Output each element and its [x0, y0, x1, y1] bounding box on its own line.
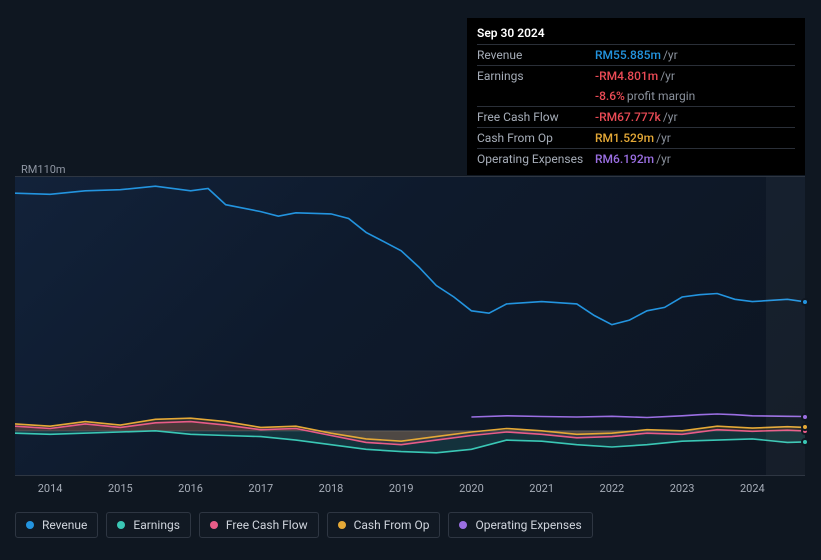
legend-label: Revenue — [42, 518, 87, 532]
tooltip-row-suffix: /yr — [656, 151, 671, 167]
legend-label: Free Cash Flow — [226, 518, 308, 532]
tooltip-row: Cash From OpRM1.529m /yr — [477, 127, 795, 148]
legend-swatch — [338, 521, 346, 529]
tooltip-row: Earnings-RM4.801m /yr — [477, 65, 795, 86]
legend-swatch — [459, 521, 467, 529]
tooltip-row-label: Earnings — [477, 68, 595, 84]
legend-label: Cash From Op — [354, 518, 430, 532]
tooltip-row-label: Free Cash Flow — [477, 109, 595, 125]
tooltip-row: Free Cash Flow-RM67.777k /yr — [477, 106, 795, 127]
legend-item-fcf[interactable]: Free Cash Flow — [199, 512, 319, 538]
x-axis-label: 2022 — [600, 482, 625, 495]
y-axis-label: RM110m — [21, 163, 66, 176]
series-marker-dot — [801, 298, 809, 306]
tooltip-row: -8.6% profit margin — [477, 86, 795, 106]
tooltip-row-label: Revenue — [477, 47, 595, 63]
legend-item-opex[interactable]: Operating Expenses — [448, 512, 592, 538]
tooltip-row-label — [477, 88, 595, 104]
x-axis-label: 2016 — [178, 482, 203, 495]
tooltip-row-suffix: /yr — [663, 47, 678, 63]
chart-svg — [15, 177, 805, 477]
tooltip-row-value: -RM67.777k — [595, 109, 661, 125]
x-axis-label: 2015 — [108, 482, 133, 495]
tooltip-row-value: RM6.192m — [595, 151, 654, 167]
x-axis-label: 2017 — [248, 482, 273, 495]
tooltip-row-value: -8.6% — [595, 88, 625, 104]
tooltip-row: Operating ExpensesRM6.192m /yr — [477, 148, 795, 169]
legend-label: Operating Expenses — [475, 518, 581, 532]
tooltip-row: RevenueRM55.885m /yr — [477, 44, 795, 65]
x-axis-label: 2020 — [459, 482, 484, 495]
tooltip-row-suffix: /yr — [656, 130, 671, 146]
legend-swatch — [117, 521, 125, 529]
tooltip-row-label: Operating Expenses — [477, 151, 595, 167]
legend-swatch — [26, 521, 34, 529]
chart-plot-area[interactable] — [15, 176, 805, 476]
tooltip-row-value: -RM4.801m — [595, 68, 658, 84]
legend-label: Earnings — [133, 518, 180, 532]
legend-item-revenue[interactable]: Revenue — [15, 512, 98, 538]
legend-item-earnings[interactable]: Earnings — [106, 512, 191, 538]
tooltip-row-value: RM55.885m — [595, 47, 661, 63]
series-marker-dot — [801, 423, 809, 431]
chart-tooltip: Sep 30 2024 RevenueRM55.885m /yrEarnings… — [467, 18, 805, 175]
tooltip-row-suffix: profit margin — [627, 88, 695, 104]
tooltip-row-suffix: /yr — [663, 109, 678, 125]
x-axis-label: 2019 — [389, 482, 414, 495]
x-axis-label: 2021 — [529, 482, 554, 495]
tooltip-date: Sep 30 2024 — [477, 24, 795, 44]
x-axis-label: 2014 — [38, 482, 63, 495]
chart-legend: Revenue Earnings Free Cash Flow Cash From O… — [15, 512, 593, 538]
x-axis-label: 2018 — [319, 482, 344, 495]
x-axis-label: 2023 — [670, 482, 695, 495]
tooltip-row-value: RM1.529m — [595, 130, 654, 146]
tooltip-row-suffix: /yr — [660, 68, 675, 84]
series-marker-dot — [801, 413, 809, 421]
x-axis: 2014 2015 2016 2017 2018 2019 2020 2021 2022 2023… — [15, 482, 805, 502]
tooltip-row-label: Cash From Op — [477, 130, 595, 146]
legend-item-cfo[interactable]: Cash From Op — [327, 512, 441, 538]
x-axis-label: 2024 — [740, 482, 765, 495]
series-marker-dot — [801, 438, 809, 446]
legend-swatch — [210, 521, 218, 529]
chart-highlight-band — [766, 177, 805, 475]
